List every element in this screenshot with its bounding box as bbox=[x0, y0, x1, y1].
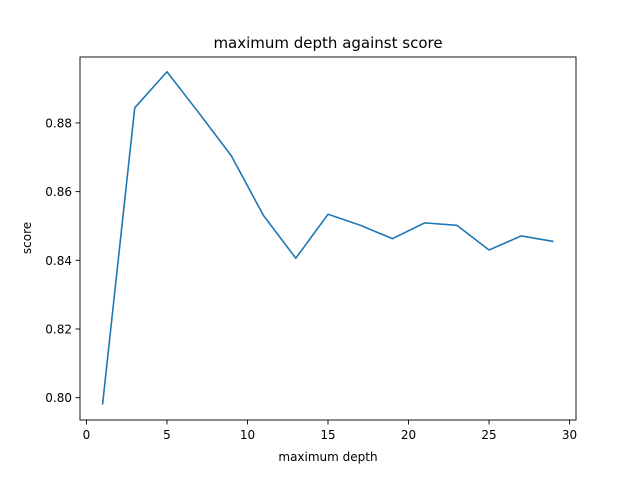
x-tick-label: 15 bbox=[320, 428, 335, 442]
x-tick-label: 20 bbox=[401, 428, 416, 442]
x-axis-label: maximum depth bbox=[278, 450, 377, 464]
x-tick-label: 30 bbox=[562, 428, 577, 442]
y-axis-label: score bbox=[20, 222, 34, 254]
x-tick-label: 25 bbox=[481, 428, 496, 442]
y-tick-label: 0.88 bbox=[45, 116, 72, 130]
x-tick-label: 10 bbox=[240, 428, 255, 442]
y-tick-label: 0.80 bbox=[45, 391, 72, 405]
y-tick-label: 0.84 bbox=[45, 254, 72, 268]
chart-title: maximum depth against score bbox=[213, 34, 442, 52]
series-layer bbox=[103, 72, 554, 405]
x-tick-label: 0 bbox=[83, 428, 91, 442]
x-tick-label: 5 bbox=[163, 428, 171, 442]
y-tick-label: 0.86 bbox=[45, 185, 72, 199]
x-axis-ticks: 0 5 10 15 20 25 30 bbox=[83, 420, 578, 442]
plot-area-border bbox=[80, 57, 576, 420]
y-tick-label: 0.82 bbox=[45, 322, 72, 336]
plot-frame bbox=[80, 57, 576, 420]
series-line bbox=[103, 72, 554, 405]
y-axis-ticks: 0.80 0.82 0.84 0.86 0.88 bbox=[45, 116, 80, 405]
